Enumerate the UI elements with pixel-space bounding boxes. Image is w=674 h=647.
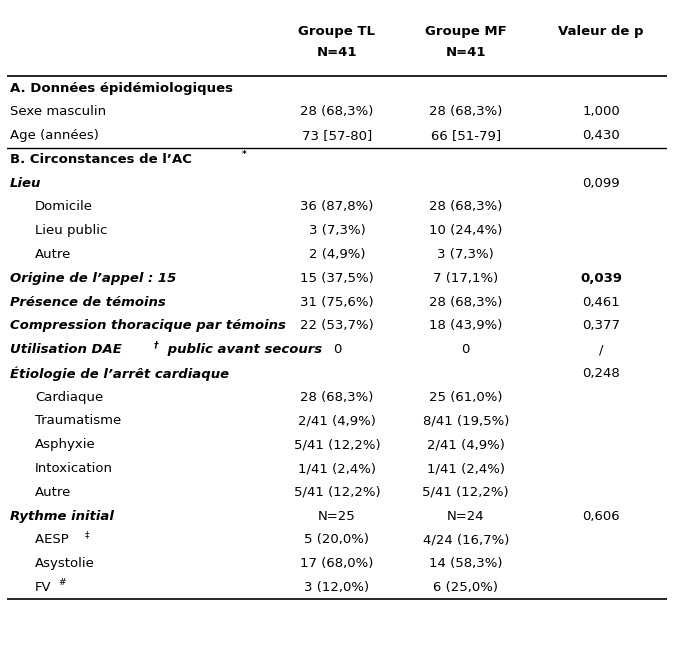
Text: 0: 0: [333, 343, 341, 356]
Text: 2/41 (4,9%): 2/41 (4,9%): [298, 415, 376, 428]
Text: Domicile: Domicile: [35, 201, 93, 214]
Text: public avant secours: public avant secours: [163, 343, 322, 356]
Text: Origine de l’appel : 15: Origine de l’appel : 15: [10, 272, 177, 285]
Text: Asystolie: Asystolie: [35, 557, 95, 570]
Text: /: /: [599, 343, 603, 356]
Text: 36 (87,8%): 36 (87,8%): [301, 201, 373, 214]
Text: 5 (20,0%): 5 (20,0%): [305, 533, 369, 546]
Text: 0: 0: [462, 343, 470, 356]
Text: 28 (68,3%): 28 (68,3%): [301, 105, 373, 118]
Text: 0,377: 0,377: [582, 320, 620, 333]
Text: 25 (61,0%): 25 (61,0%): [429, 391, 503, 404]
Text: 2 (4,9%): 2 (4,9%): [309, 248, 365, 261]
Text: 1/41 (2,4%): 1/41 (2,4%): [298, 462, 376, 475]
Text: 1,000: 1,000: [582, 105, 620, 118]
Text: 31 (75,6%): 31 (75,6%): [300, 296, 374, 309]
Text: Cardiaque: Cardiaque: [35, 391, 103, 404]
Text: 15 (37,5%): 15 (37,5%): [300, 272, 374, 285]
Text: 28 (68,3%): 28 (68,3%): [301, 391, 373, 404]
Text: N=25: N=25: [318, 510, 356, 523]
Text: 18 (43,9%): 18 (43,9%): [429, 320, 503, 333]
Text: N=41: N=41: [446, 47, 486, 60]
Text: 28 (68,3%): 28 (68,3%): [429, 296, 503, 309]
Text: 1/41 (2,4%): 1/41 (2,4%): [427, 462, 505, 475]
Text: A. Données épidémiologiques: A. Données épidémiologiques: [10, 82, 233, 94]
Text: Age (années): Age (années): [10, 129, 99, 142]
Text: 0,248: 0,248: [582, 367, 620, 380]
Text: 3 (7,3%): 3 (7,3%): [309, 225, 365, 237]
Text: 2/41 (4,9%): 2/41 (4,9%): [427, 438, 505, 451]
Text: #: #: [58, 578, 65, 587]
Text: 22 (53,7%): 22 (53,7%): [300, 320, 374, 333]
Text: B. Circonstances de l’AC: B. Circonstances de l’AC: [10, 153, 192, 166]
Text: 14 (58,3%): 14 (58,3%): [429, 557, 503, 570]
Text: FV: FV: [35, 581, 52, 594]
Text: 10 (24,4%): 10 (24,4%): [429, 225, 503, 237]
Text: Sexe masculin: Sexe masculin: [10, 105, 106, 118]
Text: 5/41 (12,2%): 5/41 (12,2%): [294, 438, 380, 451]
Text: 0,039: 0,039: [580, 272, 622, 285]
Text: 4/24 (16,7%): 4/24 (16,7%): [423, 533, 509, 546]
Text: 73 [57-80]: 73 [57-80]: [302, 129, 372, 142]
Text: Intoxication: Intoxication: [35, 462, 113, 475]
Text: 28 (68,3%): 28 (68,3%): [429, 105, 503, 118]
Text: Autre: Autre: [35, 486, 71, 499]
Text: 17 (68,0%): 17 (68,0%): [301, 557, 373, 570]
Text: Traumatisme: Traumatisme: [35, 415, 121, 428]
Text: N=41: N=41: [317, 47, 357, 60]
Text: N=24: N=24: [447, 510, 485, 523]
Text: 3 (12,0%): 3 (12,0%): [305, 581, 369, 594]
Text: 7 (17,1%): 7 (17,1%): [433, 272, 499, 285]
Text: Groupe TL: Groupe TL: [299, 25, 375, 38]
Text: Lieu public: Lieu public: [35, 225, 108, 237]
Text: Présence de témoins: Présence de témoins: [10, 296, 166, 309]
Text: 6 (25,0%): 6 (25,0%): [433, 581, 498, 594]
Text: Utilisation DAE: Utilisation DAE: [10, 343, 122, 356]
Text: Valeur de p: Valeur de p: [559, 25, 644, 38]
Text: 0,430: 0,430: [582, 129, 620, 142]
Text: 28 (68,3%): 28 (68,3%): [429, 201, 503, 214]
Text: †: †: [153, 340, 158, 349]
Text: Autre: Autre: [35, 248, 71, 261]
Text: 0,099: 0,099: [582, 177, 620, 190]
Text: Groupe MF: Groupe MF: [425, 25, 507, 38]
Text: *: *: [242, 150, 247, 159]
Text: 8/41 (19,5%): 8/41 (19,5%): [423, 415, 509, 428]
Text: 3 (7,3%): 3 (7,3%): [437, 248, 494, 261]
Text: Rythme initial: Rythme initial: [10, 510, 114, 523]
Text: ‡: ‡: [85, 531, 90, 540]
Text: Asphyxie: Asphyxie: [35, 438, 96, 451]
Text: Compression thoracique par témoins: Compression thoracique par témoins: [10, 320, 286, 333]
Text: 0,461: 0,461: [582, 296, 620, 309]
Text: 0,606: 0,606: [582, 510, 620, 523]
Text: Lieu: Lieu: [10, 177, 41, 190]
Text: 5/41 (12,2%): 5/41 (12,2%): [294, 486, 380, 499]
Text: 5/41 (12,2%): 5/41 (12,2%): [423, 486, 509, 499]
Text: AESP: AESP: [35, 533, 73, 546]
Text: 66 [51-79]: 66 [51-79]: [431, 129, 501, 142]
Text: Étiologie de l’arrêt cardiaque: Étiologie de l’arrêt cardiaque: [10, 366, 229, 380]
